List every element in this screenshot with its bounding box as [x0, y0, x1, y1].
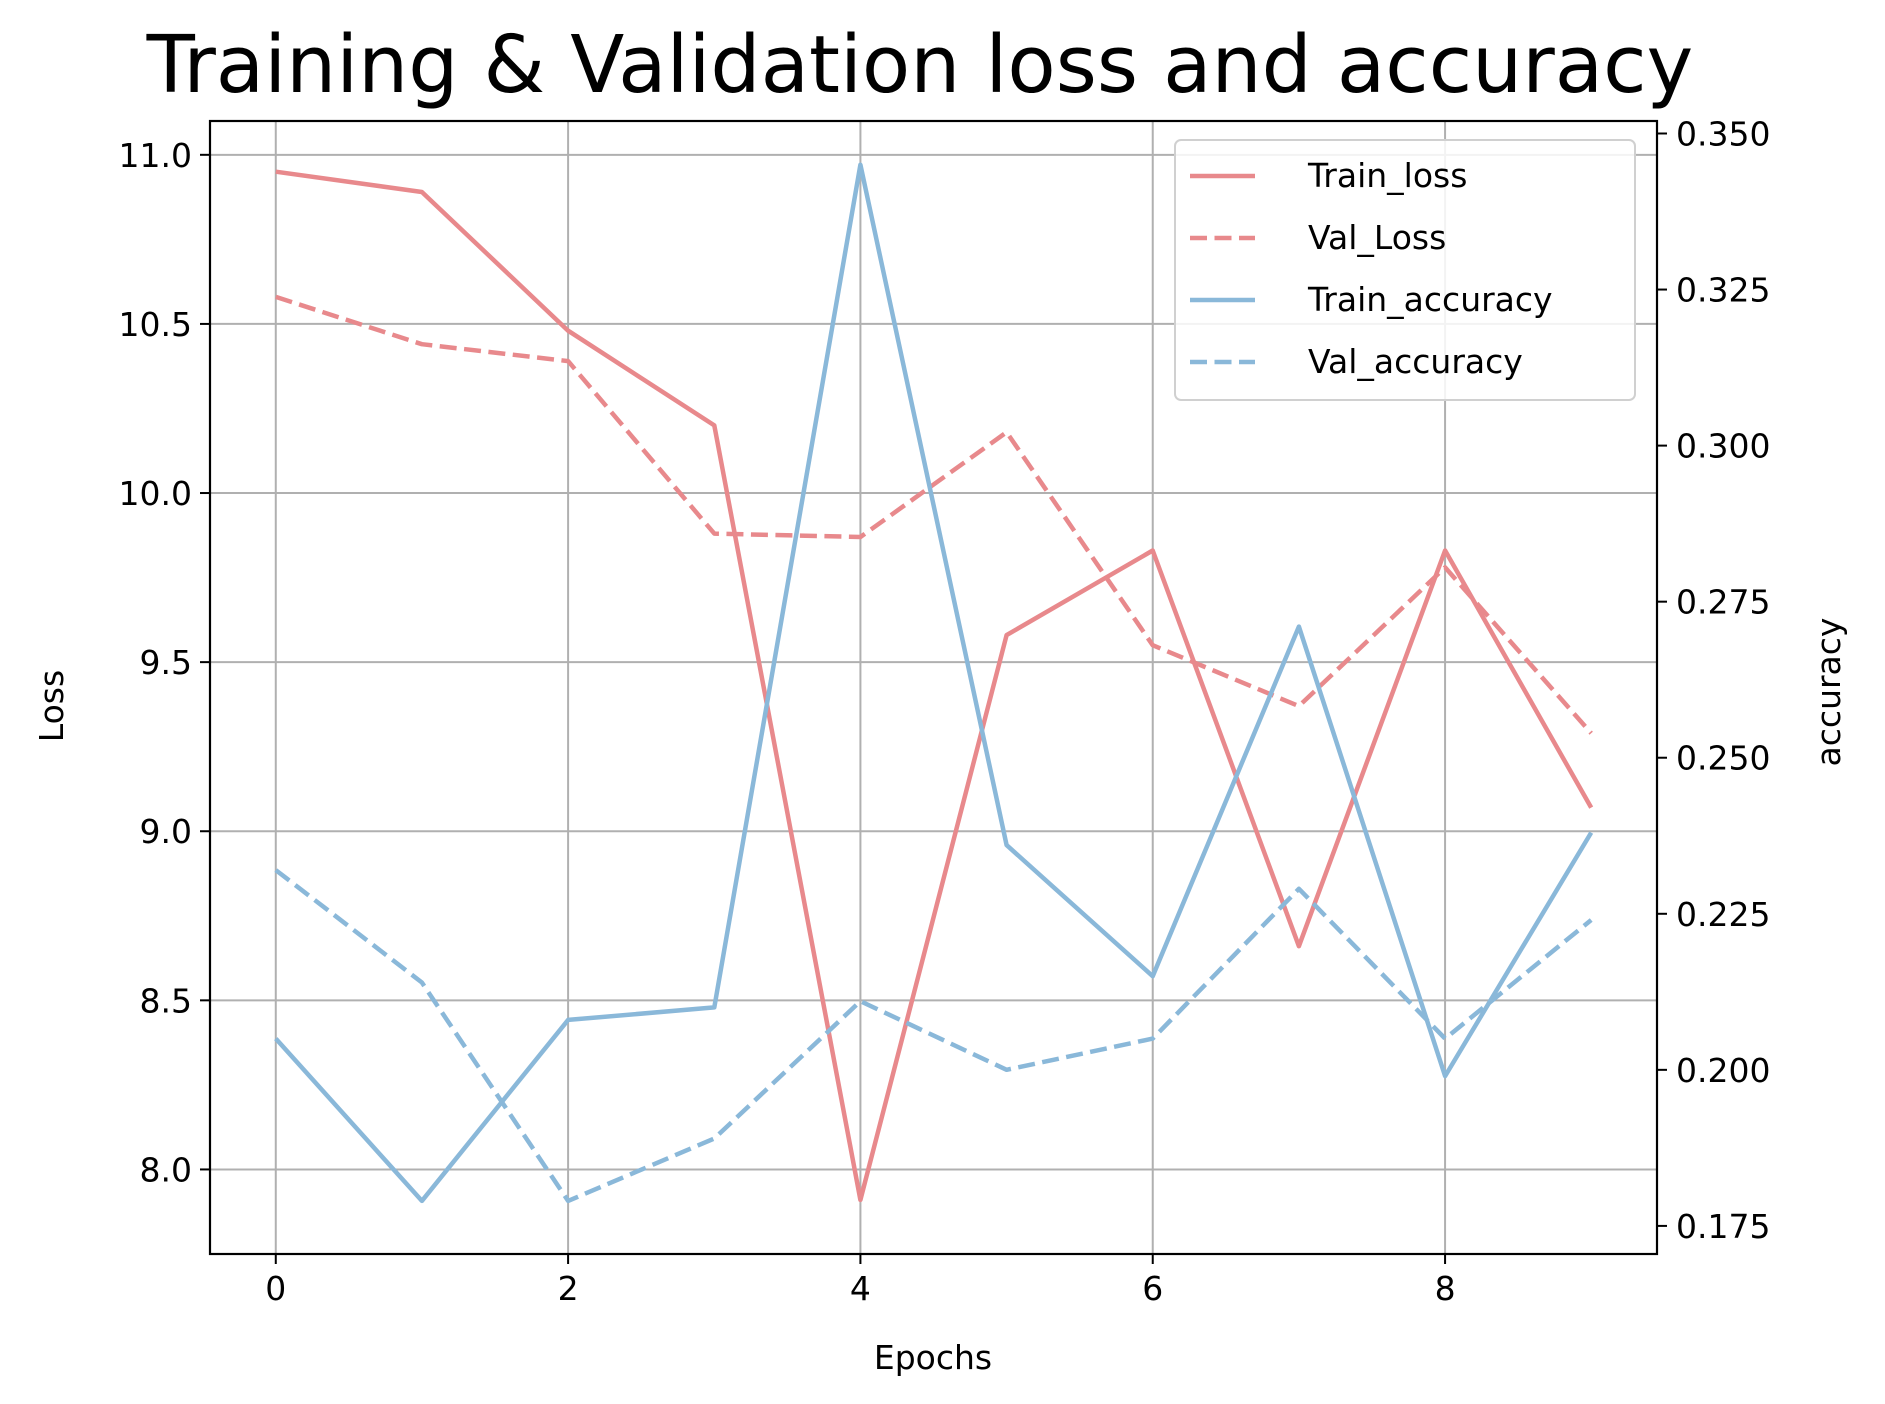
x-tick-label: 8 [1435, 1269, 1456, 1308]
series-line-val-accuracy [274, 868, 1593, 1204]
x-axis-label: Epochs [874, 1338, 992, 1377]
y2-tick-label: 0.200 [1676, 1051, 1770, 1090]
y2-axis-label: accuracy [1809, 618, 1848, 767]
legend-box [1174, 139, 1636, 401]
plot-frame [208, 119, 1659, 1256]
y2-tick-label: 0.325 [1676, 271, 1770, 310]
legend-label: Val_accuracy [1308, 342, 1523, 381]
y-tick-label: 9.5 [140, 643, 192, 682]
y-tick-label: 11.0 [119, 136, 192, 175]
legend-label: Train_accuracy [1307, 280, 1553, 319]
y-tick-label: 8.0 [140, 1150, 192, 1189]
x-tick-label: 0 [265, 1269, 286, 1308]
y-tick-label: 10.5 [119, 305, 192, 344]
legend: Train_loss Val_Loss Train_accuracy Val_accu… [1174, 139, 1636, 401]
y-tick-label: 9.0 [140, 812, 192, 851]
y2-tick-label: 0.275 [1676, 583, 1770, 622]
grid-layer [210, 121, 1657, 1254]
y2-tick-label: 0.300 [1676, 427, 1770, 466]
series-layer [274, 162, 1594, 1204]
y-tick-label: 10.0 [119, 474, 192, 513]
series-line-val-loss [275, 294, 1593, 735]
y-axis-label: Loss [32, 670, 71, 742]
y2-tick-label: 0.350 [1676, 114, 1770, 153]
x-tick-label: 2 [558, 1269, 579, 1308]
x-tick-label: 4 [850, 1269, 871, 1308]
series-line-train-loss [275, 169, 1594, 1203]
y2-tick-label: 0.225 [1676, 895, 1770, 934]
chart-title: Training & Validation loss and accuracy [146, 19, 1694, 111]
legend-label: Train_loss [1307, 156, 1467, 195]
axes-layer: 0 2 4 6 8 8.0 8.5 9.0 9.5 10.0 10.5 11.0 0.175 0.200 0… [119, 114, 1771, 1308]
x-tick-label: 6 [1142, 1269, 1163, 1308]
y2-tick-label: 0.175 [1676, 1207, 1770, 1246]
series-line-train-accuracy [274, 162, 1594, 1204]
legend-label: Val_Loss [1308, 218, 1446, 257]
y2-tick-label: 0.250 [1676, 739, 1770, 778]
y-tick-label: 8.5 [140, 981, 192, 1020]
